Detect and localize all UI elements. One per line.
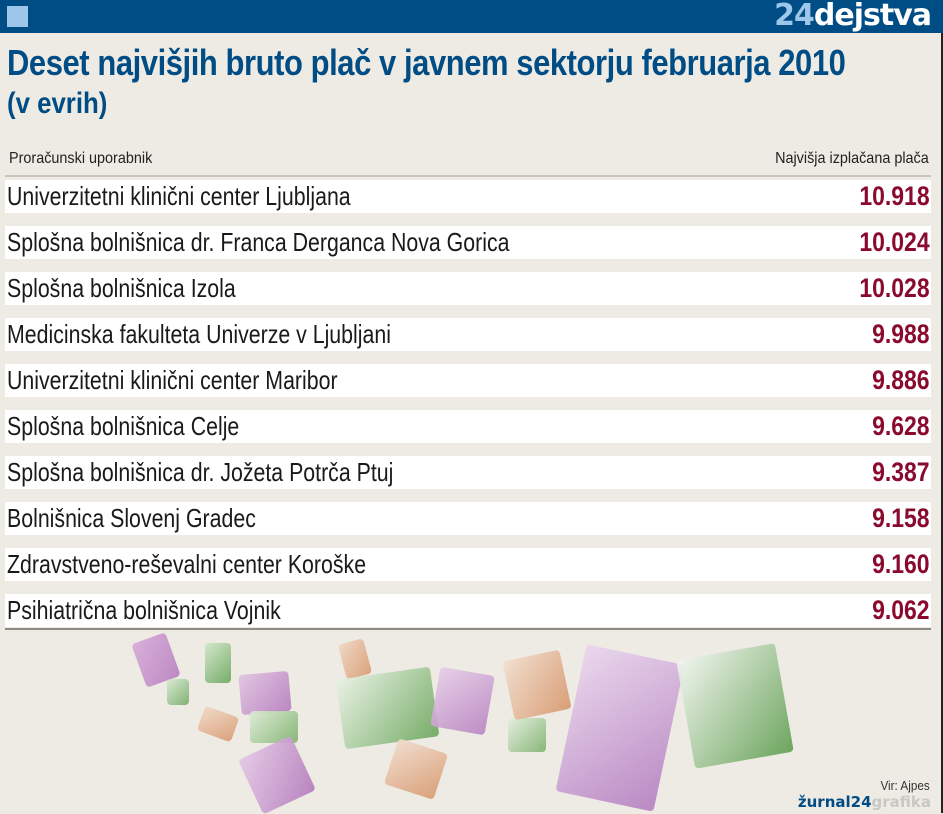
institution-name: Univerzitetni klinični center Maribor (7, 365, 338, 395)
salary-table: Univerzitetni klinični center Ljubljana 1… (5, 180, 931, 640)
square-icon (7, 6, 28, 27)
table-bottom-divider (5, 628, 931, 630)
header-divider (5, 175, 931, 177)
salary-value: 9.160 (872, 549, 930, 579)
salary-value: 9.628 (872, 411, 930, 441)
publisher-logo: žurnal24grafika (798, 793, 931, 811)
brand-number: 24 (774, 0, 815, 33)
institution-name: Splošna bolnišnica Celje (7, 411, 240, 441)
table-row: Medicinska fakulteta Univerze v Ljubljan… (5, 318, 931, 351)
euro-banknotes-illustration (130, 632, 810, 814)
institution-name: Zdravstveno-reševalni center Koroške (7, 549, 367, 579)
banknote-500-icon (555, 644, 685, 812)
institution-name: Splošna bolnišnica dr. Franca Derganca N… (7, 227, 510, 257)
brand-word: dejstva (813, 0, 932, 33)
source-note: Vir: Ajpes (880, 778, 930, 793)
banknote-500-icon (238, 670, 292, 716)
table-row: Splošna bolnišnica Celje 9.628 (5, 410, 931, 443)
chart-title: Deset najvišjih bruto plač v javnem sekt… (7, 42, 846, 83)
salary-value: 9.158 (872, 503, 930, 533)
table-row: Univerzitetni klinični center Maribor 9.8… (5, 364, 931, 397)
chart-subtitle: (v evrih) (7, 87, 108, 120)
table-row: Zdravstveno-reševalni center Koroške 9.16… (5, 548, 931, 581)
table-row: Univerzitetni klinični center Ljubljana 1… (5, 180, 931, 213)
table-row: Splošna bolnišnica dr. Jožeta Potrča Ptu… (5, 456, 931, 489)
table-row: Bolnišnica Slovenj Gradec 9.158 (5, 502, 931, 535)
salary-value: 10.024 (859, 227, 930, 257)
banknote-50-icon (383, 738, 449, 800)
salary-value: 9.387 (872, 457, 930, 487)
institution-name: Bolnišnica Slovenj Gradec (7, 503, 256, 533)
banknote-100-icon (676, 643, 794, 769)
institution-name: Splošna bolnišnica Izola (7, 273, 236, 303)
banknote-100-icon (167, 679, 189, 705)
header-bar: 24dejstva (0, 0, 943, 33)
salary-value: 10.028 (859, 273, 930, 303)
right-border (941, 33, 943, 813)
salary-value: 10.918 (859, 181, 930, 211)
brand-logo: 24dejstva (774, 0, 932, 34)
institution-name: Medicinska fakulteta Univerze v Ljubljan… (7, 319, 391, 349)
table-row: Splošna bolnišnica Izola 10.028 (5, 272, 931, 305)
table-row: Psihiatrična bolnišnica Vojnik 9.062 (5, 594, 931, 627)
column-header-salary: Najvišja izplačana plača (775, 150, 929, 167)
banknote-100-icon (508, 718, 546, 752)
banknote-100-icon (205, 643, 231, 683)
banknote-500-icon (238, 735, 316, 814)
salary-value: 9.886 (872, 365, 930, 395)
column-header-institution: Proračunski uporabnik (9, 150, 153, 167)
logo-secondary: grafika (871, 793, 931, 811)
banknote-50-icon (502, 649, 572, 721)
salary-value: 9.062 (872, 595, 930, 625)
institution-name: Splošna bolnišnica dr. Jožeta Potrča Ptu… (7, 457, 394, 487)
banknote-100-icon (335, 666, 440, 750)
banknote-50-icon (196, 705, 240, 743)
logo-primary: žurnal24 (797, 793, 872, 811)
institution-name: Psihiatrična bolnišnica Vojnik (7, 595, 281, 625)
table-row: Splošna bolnišnica dr. Franca Derganca N… (5, 226, 931, 259)
banknote-500-icon (430, 666, 495, 736)
banknote-50-icon (337, 638, 373, 680)
institution-name: Univerzitetni klinični center Ljubljana (7, 181, 351, 211)
salary-value: 9.988 (872, 319, 930, 349)
